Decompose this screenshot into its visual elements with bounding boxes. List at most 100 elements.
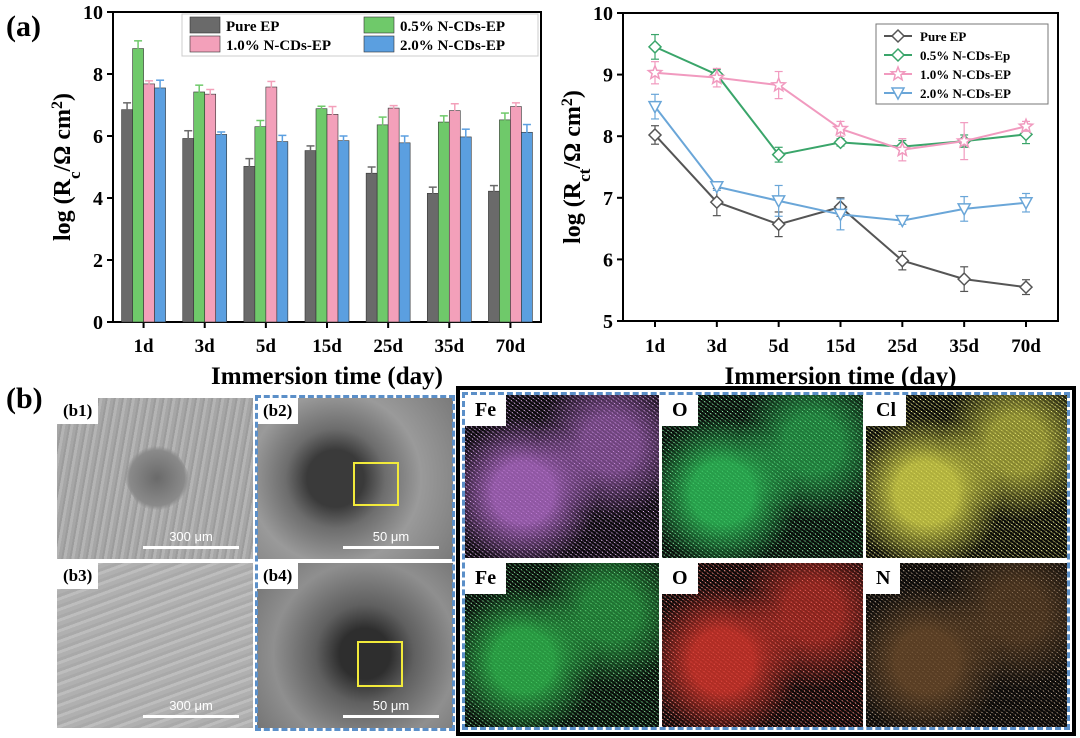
bar [215, 134, 228, 323]
x-tick-label: 3d [707, 336, 728, 357]
legend-label: Pure EP [920, 29, 966, 44]
sem-image-b2: (b2) 50 μm [257, 398, 453, 559]
data-point [833, 208, 848, 222]
bar [132, 48, 144, 323]
data-point [957, 272, 972, 287]
sem-image-b1: (b1) 300 μm [57, 398, 253, 559]
y-tick-label: 5 [603, 311, 613, 333]
x-tick-label: 1d [134, 336, 155, 357]
bar [337, 140, 350, 323]
scalebar-text-b3: 300 μm [169, 698, 213, 713]
x-tick-label: 35d [949, 336, 979, 357]
data-point [646, 63, 664, 81]
x-tick-label: 15d [826, 336, 856, 357]
data-point [895, 253, 910, 268]
bar [193, 91, 206, 323]
scalebar-b2: 50 μm [343, 529, 439, 549]
eds-dashed-frame [462, 392, 1070, 730]
eds-map-n: N [866, 563, 1067, 727]
y-tick-label: 2 [93, 250, 103, 272]
legend-marker [890, 87, 906, 101]
x-tick-label: 70d [496, 336, 526, 357]
data-point [647, 127, 663, 143]
eds-map-label: Cl [866, 395, 906, 426]
legend-swatch [189, 16, 221, 34]
legend-label: 0.5% N-CDs-Ep [920, 48, 1010, 63]
sem-image-b3: (b3) 300 μm [57, 563, 253, 728]
bar [304, 150, 317, 323]
y-tick-label: 10 [593, 3, 613, 25]
legend-marker [890, 28, 906, 44]
eds-map-label: O [662, 563, 698, 594]
x-tick-label: 3d [195, 336, 216, 357]
bar [143, 83, 155, 323]
data-point [833, 135, 848, 150]
bar [182, 138, 195, 323]
bar [426, 193, 439, 323]
data-point [1018, 196, 1034, 211]
plot-frame [622, 12, 1059, 322]
series-line [654, 106, 1027, 222]
bar [154, 87, 166, 323]
y-axis-title: log (Rct/Ω cm2) [559, 90, 594, 244]
series-line [654, 134, 1027, 289]
bar [459, 136, 472, 323]
data-point [647, 39, 663, 54]
bar [376, 124, 389, 323]
legend-swatch [363, 16, 395, 34]
y-tick-label: 8 [93, 64, 103, 86]
data-point [771, 195, 786, 209]
data-point [956, 203, 972, 217]
scalebar-b3: 300 μm [143, 698, 239, 718]
bar [448, 110, 461, 323]
legend-box [875, 23, 1049, 105]
data-point [1018, 127, 1034, 142]
series-line [654, 45, 1027, 156]
eds-outer-frame [456, 386, 1076, 736]
eds-map-label: N [866, 563, 901, 594]
bar [437, 121, 450, 323]
series-line [654, 71, 1027, 151]
bar [521, 131, 533, 323]
sem-label-b2: (b2) [257, 398, 299, 424]
y-tick-label: 4 [93, 188, 103, 210]
legend-label: 2.0% N-CDs-EP [920, 86, 1011, 101]
bar [204, 93, 217, 323]
data-point [770, 76, 788, 93]
y-tick-label: 9 [603, 65, 613, 87]
eds-map-label: Fe [465, 395, 507, 426]
bar [387, 107, 400, 323]
x-tick-label: 5d [256, 336, 277, 357]
scalebar-text-b2: 50 μm [372, 529, 410, 544]
panel-b-label: (b) [6, 382, 43, 415]
data-point [708, 68, 726, 85]
data-point [771, 217, 786, 232]
legend-label: Pure EP [226, 19, 279, 35]
bar [243, 166, 256, 323]
eds-map-label: Fe [465, 563, 507, 594]
x-tick-label: 25d [888, 336, 918, 357]
eds-map-fe: Fe [465, 395, 659, 558]
y-tick-label: 6 [93, 126, 103, 148]
data-point [895, 139, 910, 154]
data-point [709, 195, 724, 210]
sem-label-b3: (b3) [57, 563, 99, 589]
bar [265, 86, 278, 323]
data-point [893, 140, 911, 158]
data-point [957, 134, 972, 149]
legend-box [181, 13, 539, 57]
bar [121, 109, 133, 323]
legend-marker [890, 47, 906, 63]
sem-label-b4: (b4) [257, 563, 299, 589]
scalebar-b4: 50 μm [343, 698, 439, 718]
eds-map-label: O [662, 395, 698, 426]
x-tick-label: 1d [645, 336, 666, 357]
x-tick-label: 25d [373, 336, 403, 357]
data-point [955, 131, 973, 149]
x-tick-label: 70d [1011, 336, 1041, 357]
data-point [647, 100, 663, 115]
y-tick-label: 0 [93, 312, 103, 334]
data-point [895, 214, 910, 229]
legend-label: 0.5% N-CDs-EP [400, 19, 505, 35]
y-tick-label: 10 [83, 2, 103, 24]
